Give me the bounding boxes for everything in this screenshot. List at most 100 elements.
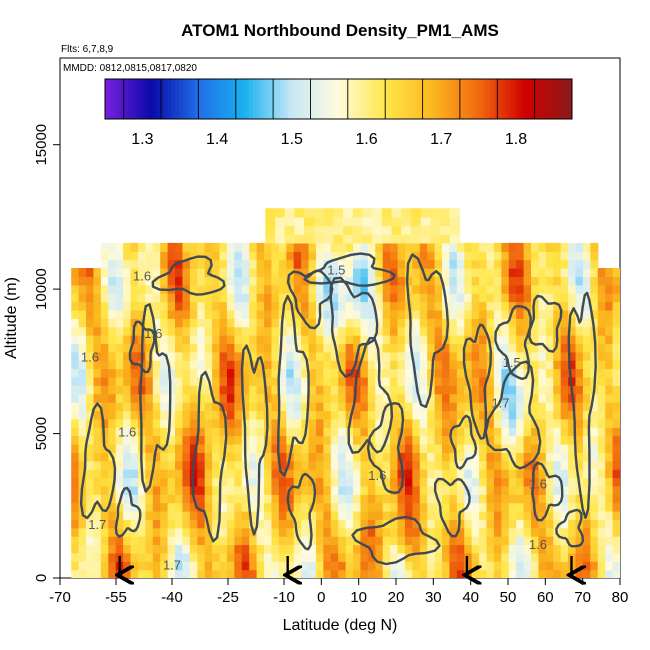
heat-cell	[538, 552, 547, 562]
heat-cell	[323, 225, 334, 235]
heat-cell	[345, 561, 354, 571]
heat-cell	[137, 402, 146, 412]
heat-cell	[538, 418, 547, 428]
heat-cell	[108, 569, 117, 578]
heat-cell	[315, 519, 324, 529]
heat-cell	[234, 284, 243, 294]
heat-cell	[493, 284, 502, 294]
heat-cell	[182, 477, 191, 487]
heat-cell	[123, 410, 132, 420]
heat-cell	[197, 368, 206, 378]
heat-cell	[308, 402, 317, 412]
heat-cell	[315, 284, 324, 294]
heat-cell	[115, 351, 124, 361]
heat-cell	[479, 318, 488, 328]
heat-cell	[301, 561, 310, 571]
heat-cell	[108, 435, 117, 445]
heat-cell	[175, 544, 184, 554]
heat-cell	[434, 477, 443, 487]
heat-cell	[308, 351, 317, 361]
heat-cell	[560, 460, 569, 470]
heat-cell	[226, 477, 235, 487]
heat-cell	[568, 251, 577, 261]
heat-cell	[568, 276, 577, 286]
heat-cell	[152, 544, 161, 554]
heat-cell	[323, 276, 332, 286]
heat-cell	[568, 427, 577, 437]
heat-cell	[308, 452, 317, 462]
heat-cell	[427, 469, 436, 479]
heat-cell	[449, 268, 458, 277]
heat-cell	[375, 510, 384, 520]
heat-cell	[442, 343, 451, 353]
heat-cell	[338, 510, 347, 520]
heat-cell	[360, 452, 369, 462]
heat-cell	[264, 561, 273, 571]
colorbar-segment	[498, 79, 503, 119]
heat-cell	[427, 284, 436, 294]
heat-cell	[71, 460, 80, 470]
heat-cell	[612, 443, 620, 453]
contour-line	[79, 402, 117, 520]
heat-cell	[597, 527, 606, 537]
heat-cell	[284, 234, 296, 244]
heat-cell	[412, 443, 421, 453]
heat-cell	[256, 418, 265, 428]
heat-cell	[353, 527, 362, 537]
heat-cell	[182, 527, 191, 537]
heat-cell	[197, 293, 206, 303]
heat-cell	[575, 293, 584, 303]
heat-cell	[375, 242, 384, 252]
colorbar-segment	[568, 79, 573, 119]
heat-cell	[508, 502, 517, 512]
heat-cell	[456, 536, 465, 546]
heat-cell	[382, 477, 391, 487]
heat-cell	[523, 544, 532, 554]
heat-cell	[167, 351, 176, 361]
heat-cell	[582, 552, 591, 562]
heat-cell	[375, 443, 384, 453]
heat-cell	[315, 402, 324, 412]
heat-cell	[264, 385, 273, 395]
heat-cell	[568, 410, 577, 420]
contour-label: 1.7	[163, 557, 181, 572]
heat-cell	[212, 284, 221, 294]
heat-cell	[538, 452, 547, 462]
heat-cell	[160, 351, 169, 361]
heat-cell	[308, 335, 317, 345]
heat-cell	[353, 301, 362, 311]
heat-cell	[612, 552, 620, 562]
heat-cell	[78, 276, 87, 286]
heat-cell	[212, 544, 221, 554]
heat-cell	[516, 293, 525, 303]
heat-cell	[553, 502, 562, 512]
heat-cell	[152, 402, 161, 412]
x-tick-label: 50	[500, 589, 517, 606]
heat-cell	[338, 443, 347, 453]
heat-cell	[597, 385, 606, 395]
heat-cell	[397, 284, 406, 294]
heat-cell	[219, 268, 228, 277]
heat-cell	[167, 561, 176, 571]
heat-cell	[575, 402, 584, 412]
heat-cell	[493, 552, 502, 562]
heat-cell	[353, 385, 362, 395]
heat-cell	[353, 259, 362, 269]
heat-cell	[78, 385, 87, 395]
heat-cell	[145, 393, 154, 403]
heat-cell	[508, 276, 517, 286]
heat-cell	[560, 435, 569, 445]
colorbar-segment	[167, 79, 172, 119]
heat-cell	[219, 527, 228, 537]
heat-cell	[367, 544, 376, 554]
heat-cell	[308, 485, 317, 495]
heat-cell	[442, 460, 451, 470]
heat-cell	[330, 385, 339, 395]
heat-cell	[531, 368, 540, 378]
heat-cell	[372, 234, 383, 244]
heat-cell	[352, 225, 363, 235]
heat-cell	[568, 510, 577, 520]
heat-cell	[278, 284, 287, 294]
heat-cell	[338, 561, 347, 571]
heat-cell	[471, 452, 480, 462]
